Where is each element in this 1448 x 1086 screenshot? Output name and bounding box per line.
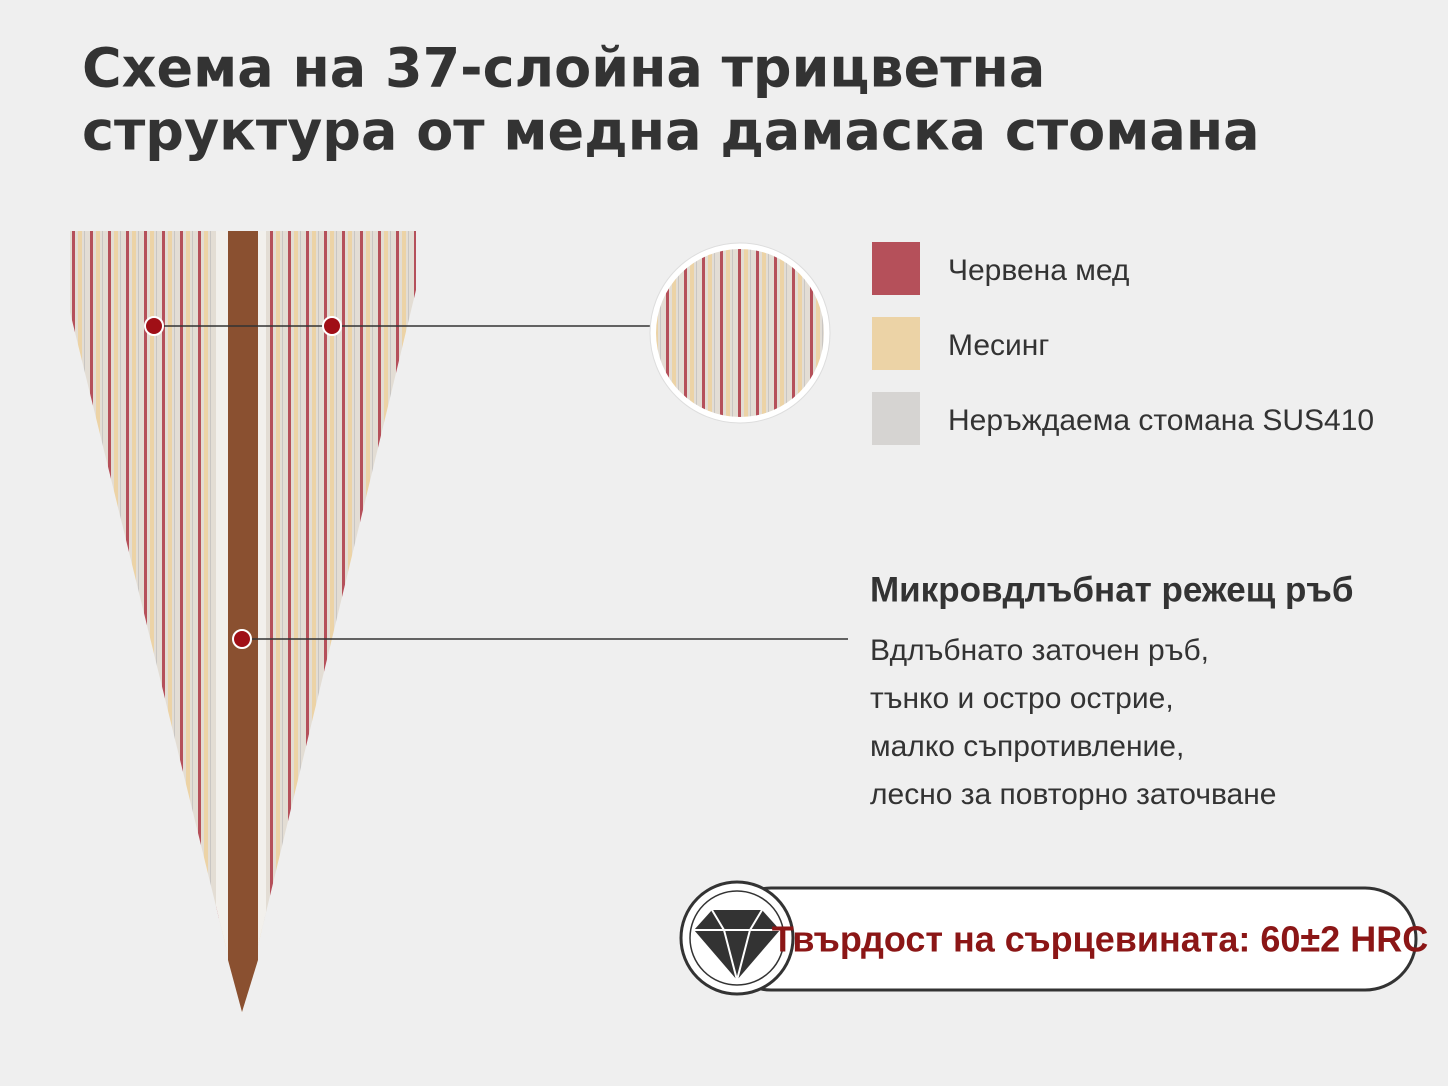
zoom-circle bbox=[649, 242, 831, 424]
legend-swatch bbox=[872, 242, 920, 295]
title: Схема на 37-слойна трицветна структура о… bbox=[82, 37, 1260, 163]
core bbox=[228, 231, 258, 1012]
legend-label: Червена мед bbox=[948, 254, 1129, 287]
legend-label: Месинг bbox=[948, 329, 1049, 362]
callout-line: тънко и остро острие, bbox=[870, 682, 1174, 715]
legend-swatch bbox=[872, 392, 920, 445]
legend-label: Неръждаема стомана SUS410 bbox=[948, 404, 1374, 437]
title-line: Схема на 37-слойна трицветна bbox=[82, 37, 1045, 100]
badge: Твърдост на сърцевината: 60±2 HRC bbox=[679, 880, 1428, 996]
dot bbox=[322, 316, 342, 336]
title-line: структура от медна дамаска стомана bbox=[82, 100, 1260, 163]
callout-heading: Микровдлъбнат режещ ръб bbox=[870, 570, 1354, 609]
callout-line: Вдлъбнато заточен ръб, bbox=[870, 634, 1209, 667]
callout-line: лесно за повторно заточване bbox=[870, 778, 1277, 811]
dot bbox=[144, 316, 164, 336]
diamond-icon bbox=[694, 909, 780, 984]
callout: Микровдлъбнат режещ ръб Вдлъбнато заточе… bbox=[870, 570, 1354, 811]
legend-swatch bbox=[872, 317, 920, 370]
callout-line: малко съпротивление, bbox=[870, 730, 1184, 763]
legend: Червена мед Месинг Неръждаема стомана SUS4… bbox=[872, 242, 1374, 445]
dot bbox=[232, 629, 252, 649]
badge-text: Твърдост на сърцевината: 60±2 HRC bbox=[772, 919, 1428, 960]
